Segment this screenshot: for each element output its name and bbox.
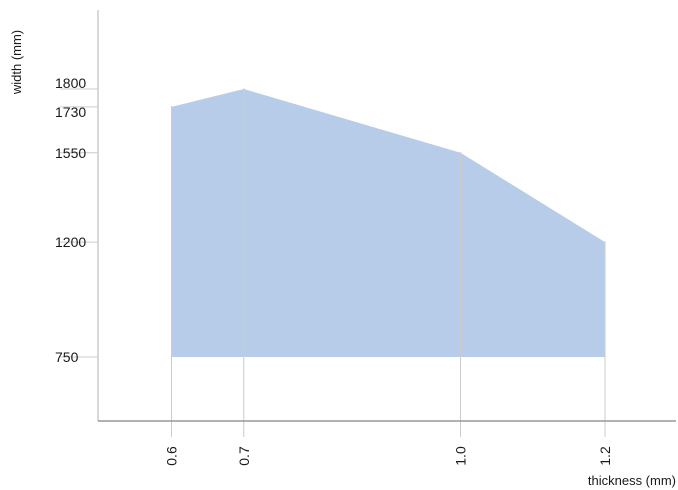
y-tick-label-1800: 1800: [55, 75, 86, 91]
x-tick-label-0.6: 0.6: [164, 446, 180, 466]
area-series: [170, 88, 606, 357]
x-tick-label-1.2: 1.2: [597, 446, 613, 466]
y-tick-label-1730: 1730: [55, 104, 86, 120]
x-tick-labels: 0.6 0.7 1.0 1.2: [164, 446, 614, 466]
y-axis-title: width (mm): [9, 30, 24, 95]
y-tick-labels: 750 1200 1550 1730 1800: [55, 75, 86, 365]
grid-lines: [60, 88, 98, 358]
x-tick-label-1.0: 1.0: [453, 446, 469, 466]
y-tick-label-1550: 1550: [55, 145, 86, 161]
plot-frame: [97, 10, 676, 437]
x-tick-label-0.7: 0.7: [236, 446, 252, 466]
y-tick-label-1200: 1200: [55, 234, 86, 250]
x-axis-title: thickness (mm): [588, 473, 676, 488]
area-polygon: [171, 89, 605, 357]
y-tick-label-750: 750: [55, 349, 79, 365]
